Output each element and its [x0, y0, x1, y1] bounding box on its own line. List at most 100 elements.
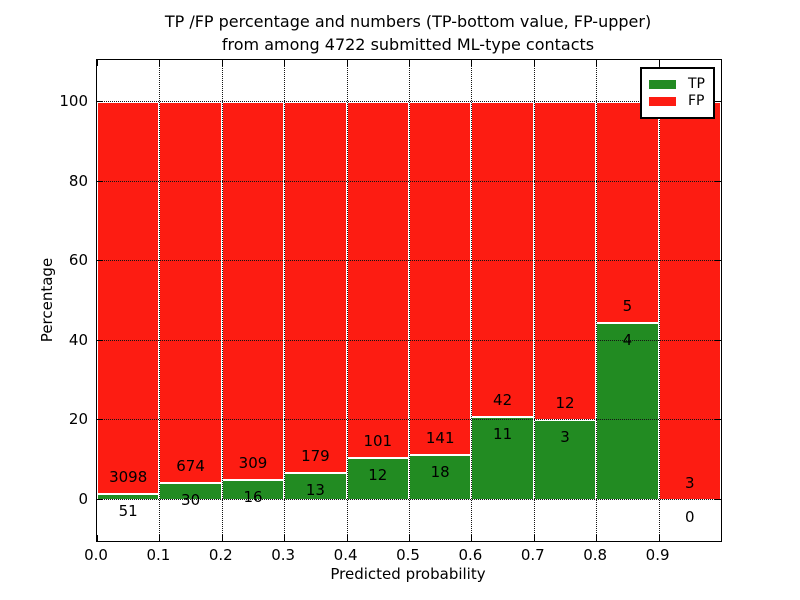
y-tick-label: 40 — [68, 330, 88, 349]
bar-segment-fp — [409, 102, 472, 455]
x-tick-mark — [284, 535, 286, 541]
x-tick-mark — [97, 60, 98, 66]
y-tick-mark — [97, 419, 103, 421]
x-tick-label: 0.4 — [333, 546, 358, 564]
fp-count-label: 5 — [622, 297, 633, 316]
y-tick-mark — [97, 260, 103, 262]
bar-segment-tp — [346, 457, 409, 500]
x-tick-label: 0.2 — [208, 546, 233, 564]
y-tick-mark — [97, 339, 103, 341]
x-tick-label: 0.8 — [583, 546, 608, 564]
fp-count-label: 179 — [301, 447, 330, 466]
gridline-vertical — [658, 60, 660, 541]
y-axis-label: Percentage — [38, 257, 56, 343]
tp-count-label: 16 — [243, 488, 263, 507]
fp-count-label: 674 — [176, 457, 205, 476]
x-tick-mark — [533, 60, 535, 66]
tp-count-label: 18 — [430, 462, 450, 481]
bar-segment-fp — [533, 102, 597, 421]
tp-count-label: 13 — [305, 481, 325, 500]
gridline-vertical — [533, 60, 535, 541]
fp-count-label: 3 — [685, 474, 695, 492]
x-tick-label: 0.1 — [146, 546, 171, 564]
bar-segment-tp — [596, 323, 659, 500]
bar-segment-fp — [658, 102, 721, 500]
x-tick-label: 0.6 — [458, 546, 483, 564]
fp-count-label: 101 — [363, 431, 393, 450]
legend-label-tp: TP — [688, 76, 705, 92]
x-tick-mark — [221, 535, 223, 541]
legend-label-fp: FP — [688, 93, 705, 109]
x-tick-mark — [596, 60, 598, 66]
gridline-vertical — [409, 60, 410, 541]
x-tick-mark — [346, 60, 348, 66]
y-tick-label: 80 — [68, 171, 88, 190]
x-tick-mark — [471, 60, 473, 66]
y-tick-mark — [715, 101, 721, 102]
chart-title: TP /FP percentage and numbers (TP-bottom… — [96, 10, 720, 56]
x-tick-mark — [346, 535, 348, 541]
y-tick-mark — [97, 101, 103, 102]
fp-count-label: 141 — [425, 428, 455, 447]
bar-segment-fp — [221, 102, 285, 481]
x-tick-mark — [159, 535, 161, 541]
x-tick-mark — [658, 60, 660, 66]
y-tick-mark — [97, 499, 103, 500]
x-tick-mark — [533, 535, 535, 541]
x-tick-label: 0.3 — [271, 546, 296, 564]
y-tick-mark — [715, 339, 721, 341]
chart-title-line1: TP /FP percentage and numbers (TP-bottom… — [164, 12, 652, 31]
gridline-vertical — [596, 60, 598, 541]
gridline-vertical — [471, 60, 473, 541]
x-tick-label: 0.0 — [84, 546, 108, 564]
tp-count-label: 51 — [118, 501, 138, 520]
fp-color-swatch — [649, 97, 676, 106]
y-tick-mark — [715, 260, 721, 262]
legend-item-tp: TP — [649, 77, 713, 92]
bar-segment-fp — [159, 102, 222, 484]
tp-count-label: 11 — [493, 425, 513, 444]
bar-segment-fp — [284, 102, 347, 474]
bar-segment-fp — [596, 102, 659, 324]
tp-count-label: 3 — [560, 428, 570, 447]
y-tick-label: 100 — [59, 92, 88, 110]
x-tick-mark — [596, 535, 598, 541]
y-tick-label: 60 — [68, 251, 88, 270]
plot-area: TP FP 3098 51 674 30 309 16 179 13 101 12 141 18 42 1… — [96, 59, 722, 542]
tp-color-swatch — [649, 80, 676, 89]
x-tick-label: 0.5 — [396, 546, 420, 564]
tp-count-label: 0 — [685, 508, 695, 526]
tp-count-label: 12 — [368, 465, 388, 484]
bar-segment-fp — [97, 102, 160, 494]
tp-count-label: 30 — [181, 491, 201, 510]
x-tick-mark — [221, 60, 223, 66]
x-tick-mark — [97, 535, 98, 541]
x-tick-mark — [409, 535, 410, 541]
x-tick-mark — [471, 535, 473, 541]
gridline-vertical — [159, 60, 161, 541]
x-tick-mark — [159, 60, 161, 66]
y-tick-mark — [715, 180, 721, 182]
legend: TP FP — [640, 67, 715, 119]
y-tick-label: 0 — [78, 490, 88, 508]
y-tick-mark — [715, 499, 721, 500]
y-tick-mark — [715, 419, 721, 421]
gridline-vertical — [284, 60, 286, 541]
bar-segment-tp — [284, 473, 347, 500]
fp-count-label: 12 — [555, 394, 575, 413]
x-tick-label: 0.7 — [520, 546, 545, 564]
x-tick-label: 0.9 — [645, 546, 670, 564]
fp-count-label: 42 — [493, 391, 513, 410]
fp-count-label: 309 — [238, 454, 268, 473]
gridline-vertical — [221, 60, 223, 541]
fp-count-label: 3098 — [109, 467, 148, 486]
x-tick-mark — [284, 60, 286, 66]
x-axis-label: Predicted probability — [330, 565, 486, 583]
y-tick-mark — [97, 180, 103, 182]
gridline-vertical — [346, 60, 348, 541]
x-tick-mark — [409, 60, 410, 66]
bar-segment-fp — [471, 102, 534, 418]
legend-item-fp: FP — [649, 94, 713, 109]
x-tick-mark — [658, 535, 660, 541]
